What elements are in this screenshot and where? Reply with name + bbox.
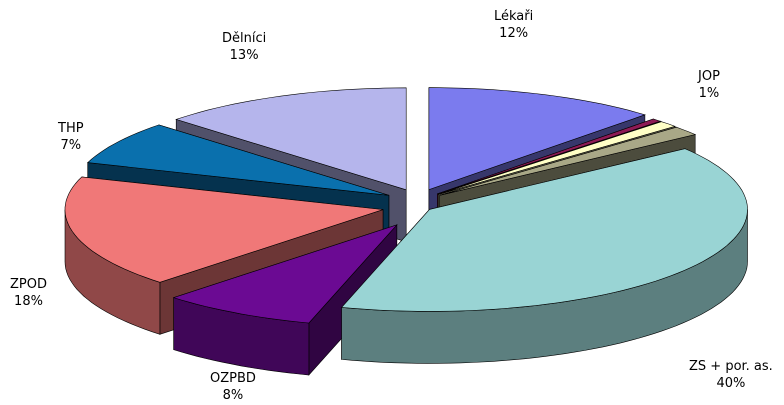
label-delnici: Dělníci 13%	[222, 30, 266, 64]
label-zs-value: 40%	[716, 376, 746, 391]
label-zs-name: ZS + por. as.	[689, 359, 773, 374]
label-lekari-value: 12%	[499, 26, 529, 41]
label-delnici-value: 13%	[229, 48, 259, 63]
label-zpod-name: ZPOD	[10, 277, 47, 292]
label-ozpbd-name: OZPBD	[210, 371, 256, 386]
pie-slice-slice-1	[437, 118, 662, 195]
label-lekari: Lékaři 12%	[494, 8, 533, 42]
pie-slice-l-ka-i-0	[428, 87, 646, 191]
label-jop-name: JOP	[698, 69, 720, 84]
label-zpod: ZPOD 18%	[10, 276, 47, 310]
label-jop-value: 1%	[698, 86, 720, 101]
label-jop: JOP 1%	[698, 68, 720, 102]
pie-slice-thp-7	[86, 124, 389, 196]
label-lekari-name: Lékaři	[494, 9, 534, 24]
label-thp-value: 7%	[60, 138, 82, 153]
label-thp-name: THP	[58, 121, 84, 136]
label-zs: ZS + por. as. 40%	[689, 358, 773, 392]
pie-slice-ozpbd-5	[172, 224, 398, 324]
pie-slice-slice-3	[439, 126, 697, 196]
pie-tops	[64, 87, 748, 324]
pie-slice-jop-2	[438, 121, 676, 195]
label-delnici-name: Dělníci	[222, 31, 267, 46]
label-ozpbd: OZPBD 8%	[210, 370, 256, 404]
pie-slice-zs-por-as-4	[340, 148, 748, 312]
pie-slice-zpod-6	[64, 176, 384, 283]
label-thp: THP 7%	[58, 120, 84, 154]
label-zpod-value: 18%	[14, 294, 43, 309]
pie-slice-d-ln-ci-8	[175, 87, 407, 191]
label-ozpbd-value: 8%	[222, 388, 244, 403]
